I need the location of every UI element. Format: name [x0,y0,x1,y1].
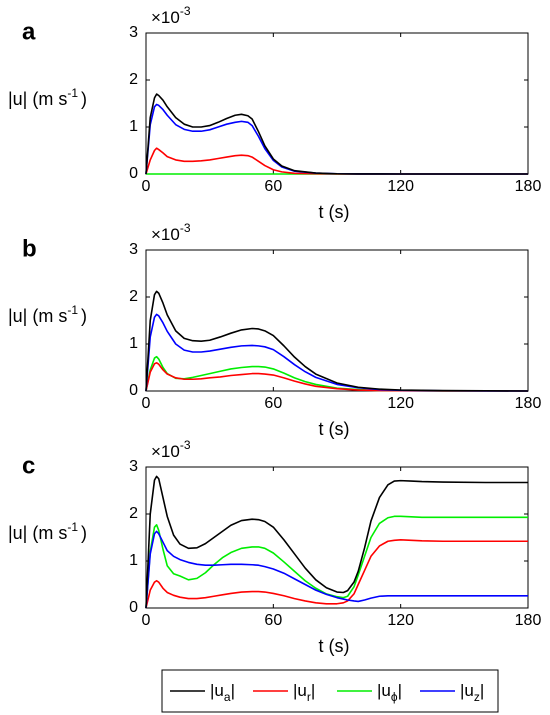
x-axis-label: t (s) [319,419,350,439]
y-axis-label: |u| (m s-1) [8,303,87,326]
plot-frame [145,32,529,175]
legend: |ua| |ur| |uϕ| |uz| [161,669,499,713]
x-tick-label: 60 [264,178,282,195]
x-tick-label: 60 [264,395,282,412]
y-axis-label: |u| (m s-1) [8,86,87,109]
x-tick-label: 60 [264,612,282,629]
x-tick-label: 120 [387,178,414,195]
series-line-uz [145,530,528,609]
plot-frame [145,466,529,609]
series-line-uphi [145,515,528,609]
panel-label: b [22,235,37,262]
chart-panel-c: c 0 1 2 3 0 60 120 180 ×10-3 |u| (m s-1) t (s) [8,438,541,656]
panel-label: c [22,452,35,479]
x-tick-label: 0 [142,178,151,195]
y-tick-label: 1 [129,552,138,569]
plot-frame [145,249,529,392]
series-line-ua [145,475,528,609]
y-tick-label: 0 [129,165,138,182]
y-multiplier: ×10-3 [151,221,191,244]
y-tick-label: 2 [129,288,138,305]
y-tick-label: 0 [129,382,138,399]
y-tick-label: 3 [129,241,138,258]
legend-entry-label: |uϕ| [377,681,402,704]
y-multiplier: ×10-3 [151,4,191,27]
x-tick-label: 0 [142,395,151,412]
series-line-ua [145,93,528,175]
chart-panel-a: a 0 1 2 3 0 60 120 180 ×10-3 |u| (m s-1) t (s) [8,4,541,222]
y-tick-label: 0 [129,599,138,616]
y-tick-label: 3 [129,458,138,475]
series-line-uphi [145,355,528,392]
series-line-ur [145,361,528,392]
series-line-ua [145,290,529,392]
legend-entry-label: |uz| [460,681,484,704]
y-tick-label: 1 [129,335,138,352]
legend-entry-label: |ur| [293,681,315,704]
x-tick-label: 0 [142,612,151,629]
series-line-uz [145,313,528,392]
series-line-ur [145,147,528,175]
y-tick-label: 2 [129,71,138,88]
chart-panel-b: b 0 1 2 3 0 60 120 180 ×10-3 |u| (m s-1) t (s) [8,221,541,439]
y-tick-label: 2 [129,505,138,522]
series-line-ur [145,539,528,609]
x-tick-label: 120 [387,395,414,412]
y-tick-label: 3 [129,24,138,41]
x-axis-label: t (s) [319,202,350,222]
y-axis-label: |u| (m s-1) [8,520,87,543]
legend-entry-label: |ua| [210,681,235,704]
series-line-uz [145,103,528,175]
x-axis-label: t (s) [319,636,350,656]
y-multiplier: ×10-3 [151,438,191,461]
x-tick-label: 120 [387,612,414,629]
x-tick-label: 180 [515,395,542,412]
y-tick-label: 1 [129,118,138,135]
x-tick-label: 180 [515,178,542,195]
panel-label: a [22,18,36,45]
x-tick-label: 180 [515,612,542,629]
